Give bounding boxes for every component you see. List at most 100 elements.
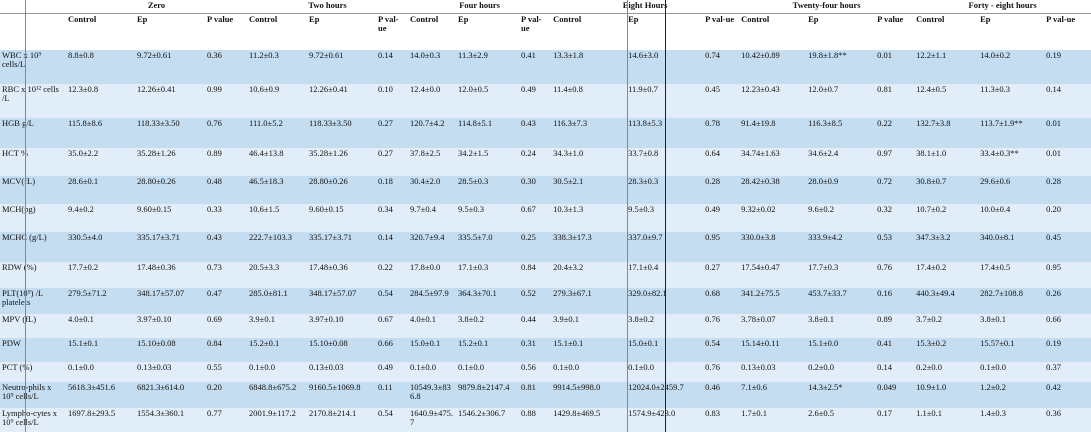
- table-cell: 1429.8±469.5: [553, 408, 601, 418]
- table-cell: 15.0±0.1: [410, 338, 441, 348]
- table-cell: 0.76: [207, 118, 222, 128]
- table-cell: 17.8±0.0: [410, 262, 441, 272]
- table-cell: 0.27: [378, 148, 393, 158]
- table-cell: 282.7±108.8: [980, 288, 1024, 298]
- table-cell: 12.0±0.5: [458, 84, 489, 94]
- group-header: Zero: [66, 0, 248, 14]
- column-header: Ep: [628, 14, 639, 24]
- column-header: Control: [916, 14, 945, 24]
- row-label: RDW (%): [2, 262, 37, 272]
- table-cell: 0.1±0.0: [458, 362, 484, 372]
- table-cell: 9.5±0.3: [628, 204, 654, 214]
- table-cell: 3.78±0.07: [741, 314, 776, 324]
- table-cell: 2170.8±214.1: [309, 408, 357, 418]
- table-cell: 279.5±71.2: [68, 288, 107, 298]
- table-cell: 0.49: [521, 84, 536, 94]
- table-cell: 3.9±0.1: [553, 314, 579, 324]
- table-cell: 364.3±70.1: [458, 288, 497, 298]
- table-cell: 0.2±0.0: [916, 362, 943, 372]
- column-header: Ep: [980, 14, 991, 24]
- row-label: WBC x 10⁹ cells/L: [2, 50, 42, 69]
- table-cell: 0.33: [207, 204, 222, 214]
- row-label: PDW: [2, 338, 21, 348]
- table-cell: 11.2±0.3: [249, 50, 279, 60]
- column-header: Control: [741, 14, 770, 24]
- table-cell: 347.3±3.2: [916, 232, 951, 242]
- table-cell: 114.8±5.1: [458, 118, 493, 128]
- table-cell: 17.7±0.3: [808, 262, 839, 272]
- table-cell: 0.41: [521, 50, 536, 60]
- table-cell: 0.67: [378, 314, 393, 324]
- table-cell: 116.3±7.3: [553, 118, 588, 128]
- table-cell: 335.17±3.71: [309, 232, 352, 242]
- table-cell: 340.0±8.1: [980, 232, 1015, 242]
- table-cell: 10549.3±836.8: [410, 382, 451, 401]
- table-cell: 15.1±0.0: [808, 338, 839, 348]
- table-cell: 13.3±1.8: [553, 50, 584, 60]
- table-cell: 3.8±0.1: [808, 314, 835, 324]
- table-cell: 9.60±0.15: [309, 204, 344, 214]
- table-cell: 0.049: [877, 382, 897, 392]
- table-cell: 0.69: [207, 314, 222, 324]
- table-cell: 113.8±5.3: [628, 118, 663, 128]
- table-cell: 0.1±0.0: [980, 362, 1007, 372]
- table-cell: 338.3±17.3: [553, 232, 592, 242]
- table-cell: 2.6±0.5: [808, 408, 835, 418]
- table-cell: 330.0±3.8: [741, 232, 776, 242]
- row-label: RBC x 10¹² cells /L: [2, 84, 59, 103]
- table-cell: 9914.5±998.0: [553, 382, 601, 392]
- table-cell: 0.74: [705, 50, 720, 60]
- table-cell: 348.17±57.07: [309, 288, 357, 298]
- table-cell: 0.01: [1046, 118, 1062, 128]
- table-cell: 91.4±19.8: [741, 118, 776, 128]
- table-cell: 0.27: [378, 118, 393, 128]
- table-cell: 10.42±0.89: [741, 50, 780, 60]
- table-cell: 0.84: [521, 262, 536, 272]
- table-cell: 0.43: [207, 232, 222, 242]
- table-cell: 35.0±2.2: [68, 148, 99, 158]
- table-cell: 28.6±0.1: [68, 176, 99, 186]
- table-cell: 0.55: [207, 362, 222, 372]
- table-cell: 0.36: [1046, 408, 1062, 418]
- table-cell: 0.11: [378, 382, 393, 392]
- table-cell: 1697.8±293.5: [68, 408, 116, 418]
- table-cell: 3.9±0.1: [249, 314, 275, 324]
- table-cell: 14.6±3.0: [628, 50, 659, 60]
- group-header: Twenty-four hours: [739, 0, 915, 14]
- table-cell: 0.88: [521, 408, 536, 418]
- table-cell: 28.5±0.3: [458, 176, 489, 186]
- table-cell: 0.19: [1046, 50, 1062, 60]
- table-cell: 10.3±1.3: [553, 204, 584, 214]
- table-cell: 9879.8±2147.4: [458, 382, 510, 392]
- table-cell: 0.22: [877, 118, 892, 128]
- table-cell: 15.1±0.1: [553, 338, 584, 348]
- row-label: MPV (fL): [2, 314, 37, 324]
- table-cell: 7.1±0.6: [741, 382, 768, 392]
- table-cell: 0.67: [521, 204, 536, 214]
- table-cell: 15.57±0.1: [980, 338, 1015, 348]
- table-cell: 10.6±1.5: [249, 204, 280, 214]
- table-cell: 0.52: [521, 288, 536, 298]
- table-cell: 5618.3±451.6: [68, 382, 116, 392]
- table-cell: 28.3±0.3: [628, 176, 659, 186]
- table-cell: 0.89: [877, 314, 892, 324]
- table-cell: 10.9±1.0: [916, 382, 947, 392]
- table-cell: 0.1±0.0: [410, 362, 436, 372]
- table-cell: 30.4±2.0: [410, 176, 441, 186]
- table-cell: 15.0±0.1: [628, 338, 659, 348]
- table-cell: 2001.9±117.2: [249, 408, 296, 418]
- table-cell: 6848.8±675.2: [249, 382, 297, 392]
- row-label: MCV(fL): [2, 176, 36, 186]
- table-cell: 0.31: [521, 338, 536, 348]
- table-cell: 0.19: [1046, 338, 1062, 348]
- table-cell: 0.1±0.0: [553, 362, 579, 372]
- table-cell: 0.84: [207, 338, 222, 348]
- table-cell: 335.5±7.0: [458, 232, 493, 242]
- table-cell: 34.6±2.4: [808, 148, 839, 158]
- table-cell: 0.18: [378, 176, 393, 186]
- table-cell: 337.0±9.7: [628, 232, 663, 242]
- table-cell: 0.42: [1046, 382, 1062, 392]
- table-cell: 0.68: [705, 288, 720, 298]
- table-cell: 3.97±0.10: [309, 314, 344, 324]
